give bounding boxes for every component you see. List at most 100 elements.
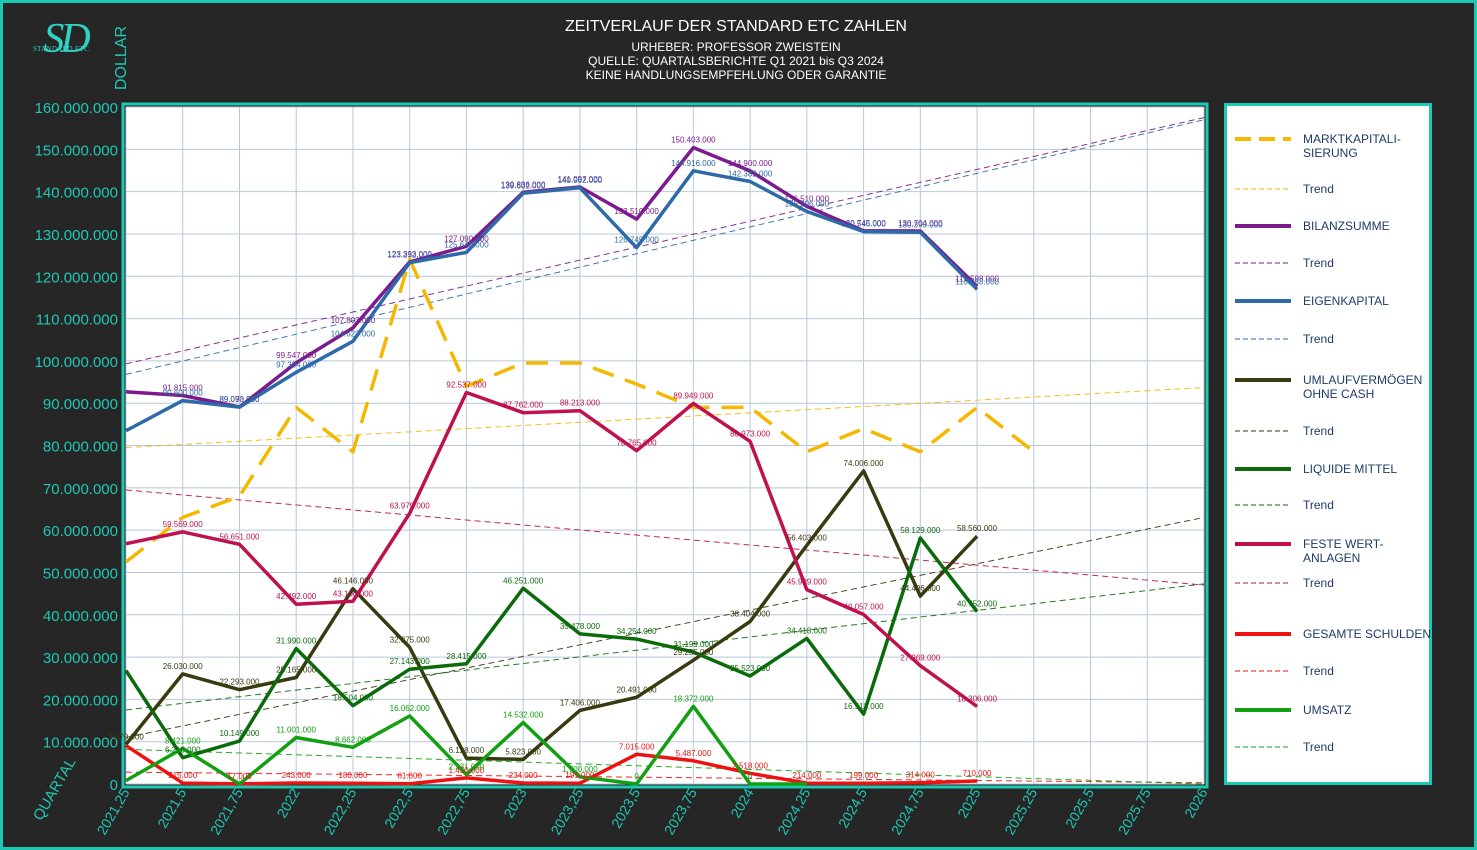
data-label: 234.000	[509, 771, 538, 780]
data-label: 133.510.000	[614, 207, 659, 216]
legend-label: Trend	[1303, 740, 1334, 754]
x-tick-label: 2022,5	[381, 785, 416, 830]
data-label: 28.415.000	[446, 652, 487, 661]
chart-disclaimer: KEINE HANDLUNGSEMPFEHLUNG ODER GARANTIE	[585, 68, 887, 82]
legend-label: Trend	[1303, 332, 1334, 346]
data-label: 215.000	[168, 771, 197, 780]
x-tick-label: 2022	[273, 785, 303, 820]
x-tick-label: 2021,5	[154, 785, 189, 830]
y-tick-label: 30.000.000	[43, 650, 118, 667]
data-label: 1.700.000	[562, 765, 598, 774]
data-label: 8.421.000	[165, 736, 201, 745]
legend-item: Trend	[1233, 740, 1429, 770]
data-label: 180.000	[338, 771, 367, 780]
data-label: 116.888.000	[955, 277, 999, 286]
legend: MARKTKAPITALI- SIERUNG Trend BILANZSUMME Tr…	[1224, 103, 1432, 785]
data-label: 314.000	[906, 771, 935, 780]
chart-source: QUELLE: QUARTALSBERICHTE Q1 2021 bis Q3 …	[588, 54, 884, 68]
y-tick-label: 40.000.000	[43, 608, 118, 625]
data-label: 10.149.000	[219, 729, 260, 738]
data-label: 14.532.000	[503, 711, 544, 720]
trend-line	[125, 119, 1205, 375]
data-label: 123.232.000	[387, 251, 432, 260]
data-label: 6.216.000	[165, 746, 201, 755]
data-label: 25.165.000	[276, 666, 317, 675]
trend-line	[125, 516, 1205, 738]
data-label: 9.370.000	[108, 732, 144, 741]
legend-label: FESTE WERT- ANLAGEN	[1303, 537, 1384, 565]
data-label: 31.990.000	[276, 637, 317, 646]
x-tick-label: 2026	[1181, 785, 1211, 820]
x-tick-label: 2025,25	[1001, 785, 1040, 837]
data-label: 80.973.000	[730, 429, 771, 438]
data-label: 26.030.000	[163, 662, 204, 671]
legend-item: Trend	[1233, 332, 1429, 362]
data-label: 214.000	[792, 771, 821, 780]
legend-item: Trend	[1233, 256, 1429, 286]
data-label: 117.598.000	[955, 274, 999, 283]
x-tick-label: 2024,5	[835, 785, 870, 830]
y-tick-label: 120.000.000	[35, 269, 118, 286]
data-label: 7.015.000	[619, 742, 655, 751]
data-label: 44.406.000	[900, 584, 941, 593]
data-label: 139.602.000	[501, 181, 546, 190]
data-label: 130.390.000	[898, 220, 943, 229]
data-label: 27.969.000	[900, 654, 941, 663]
data-label: 87.762.000	[503, 401, 544, 410]
y-tick-label: 50.000.000	[43, 565, 118, 582]
data-label: 89.090.000	[219, 395, 260, 404]
legend-item: Trend	[1233, 182, 1429, 212]
data-label: 130.704.000	[898, 219, 943, 228]
data-label: 199.000	[849, 771, 878, 780]
x-tick-label: 2023,25	[547, 785, 586, 837]
y-tick-label: 80.000.000	[43, 439, 118, 456]
chart-author: URHEBER: PROFESSOR ZWEISTEIN	[631, 40, 841, 54]
legend-swatch	[1235, 338, 1291, 340]
legend-label: GESAMTE SCHULDEN	[1303, 627, 1432, 641]
data-label: 2.231.000	[449, 763, 485, 772]
data-label: 16.513.000	[844, 702, 885, 711]
data-label: 31.199.000	[673, 640, 714, 649]
data-label: 34.418.000	[787, 626, 828, 635]
data-label: 0	[748, 772, 753, 781]
data-label: 150.403.000	[671, 136, 716, 145]
data-label: 61.000	[397, 772, 422, 781]
x-tick-label: 2022,25	[320, 785, 359, 837]
legend-swatch	[1235, 504, 1291, 506]
x-tick-label: 2024,25	[774, 785, 813, 837]
data-label: 127.090.000	[444, 234, 489, 243]
x-tick-label: 2023,5	[608, 785, 643, 830]
data-label: 16.062.000	[390, 704, 431, 713]
legend-item: FESTE WERT- ANLAGEN	[1233, 537, 1429, 567]
y-tick-label: 110.000.000	[36, 312, 118, 329]
data-label: 58.129.000	[900, 526, 941, 535]
chart-header: ZEITVERLAUF DER STANDARD ETC ZAHLEN URHE…	[486, 18, 986, 82]
legend-label: UMLAUFVERMÖGEN OHNE CASH	[1303, 373, 1423, 401]
y-tick-label: 10.000.000	[43, 735, 118, 752]
y-tick-label: 0	[110, 777, 118, 794]
legend-swatch	[1235, 746, 1291, 748]
data-label: 90.600.000	[163, 389, 204, 398]
series-line	[124, 469, 979, 762]
legend-swatch	[1235, 542, 1291, 546]
series-line	[124, 257, 1035, 564]
legend-item: BILANZSUMME	[1233, 219, 1429, 249]
data-label: 11.001.000	[276, 725, 316, 734]
data-label: 5.487.000	[676, 749, 712, 758]
plot-border	[121, 102, 1209, 789]
legend-swatch	[1235, 224, 1291, 228]
y-tick-label: 150.000.000	[35, 142, 118, 159]
series-line	[125, 744, 978, 786]
legend-label: Trend	[1303, 664, 1334, 678]
legend-label: Trend	[1303, 424, 1334, 438]
legend-item: UMLAUFVERMÖGEN OHNE CASH	[1233, 373, 1429, 403]
x-tick-label: 2023,75	[661, 785, 700, 837]
legend-label: UMSATZ	[1303, 703, 1352, 717]
x-tick-label: 2025,5	[1062, 785, 1097, 830]
legend-label: Trend	[1303, 576, 1334, 590]
data-label: 136.510.000	[785, 194, 830, 203]
data-label: 25.523.000	[730, 664, 771, 673]
series-line	[125, 169, 979, 433]
x-tick-label: 2024,75	[888, 785, 927, 837]
